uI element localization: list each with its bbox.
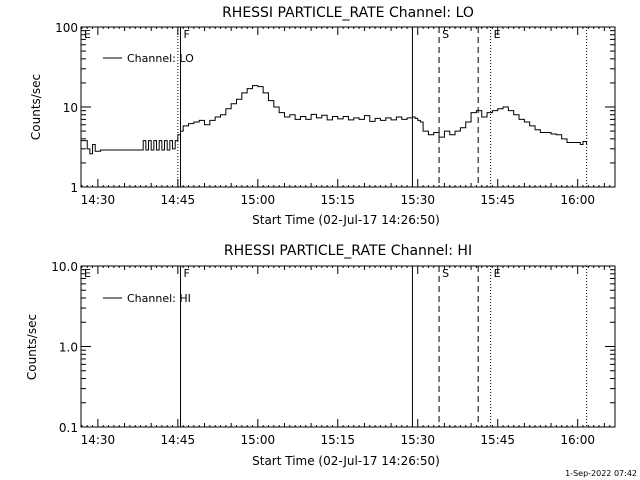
y-tick-label: 100	[55, 21, 78, 35]
series-layer	[81, 85, 588, 155]
x-axis-ticks: 14:30 14:45 15:00 15:15 15:30 15:45 16:00	[81, 266, 616, 447]
x-tick-label: 14:30	[81, 433, 116, 447]
x-axis-ticks: 14:30 14:45 15:00 15:15 15:30 15:45 16:00	[81, 27, 616, 207]
y-tick-label: 10.0	[51, 260, 78, 274]
y-axis-label: Counts/sec	[29, 74, 43, 140]
x-tick-label: 16:00	[560, 193, 595, 207]
x-axis-label: Start Time (02-Jul-17 14:26:50)	[252, 213, 440, 227]
series-line	[81, 85, 588, 155]
plot-frame	[80, 265, 616, 428]
x-tick-label: 14:45	[161, 193, 196, 207]
event-marker-label: S	[442, 267, 449, 280]
y-tick-label: 0.1	[59, 421, 78, 435]
y-axis-label: Counts/sec	[25, 314, 39, 380]
y-tick-label: 1.0	[59, 341, 78, 355]
legend-entry: Channel: HI	[127, 292, 191, 305]
event-marker-label: S	[442, 28, 449, 41]
x-tick-label: 14:45	[161, 433, 196, 447]
plot-frame	[80, 26, 616, 188]
chart-title: RHESSI PARTICLE_RATE Channel: HI	[224, 243, 472, 259]
x-tick-label: 15:00	[241, 433, 276, 447]
legend-entry: Channel: LO	[127, 52, 194, 65]
x-tick-label: 15:30	[400, 433, 435, 447]
generation-timestamp: 1-Sep-2022 07:42	[565, 469, 637, 478]
event-marker-label: F	[184, 267, 190, 280]
event-marker-label: E	[84, 28, 91, 41]
x-tick-label: 16:00	[560, 433, 595, 447]
y-tick-label: 10	[63, 101, 78, 115]
hi-channel-panel: RHESSI PARTICLE_RATE Channel: HI E F S E 0.…	[25, 243, 616, 468]
event-marker-label: E	[494, 28, 501, 41]
x-tick-label: 15:30	[400, 193, 435, 207]
x-tick-label: 15:45	[480, 433, 515, 447]
x-tick-label: 15:15	[320, 433, 355, 447]
x-tick-label: 15:00	[241, 193, 276, 207]
event-marker-label: F	[184, 28, 190, 41]
y-axis-ticks: 0.1 1.0 10.0	[51, 260, 615, 435]
x-tick-label: 15:45	[480, 193, 515, 207]
x-axis-label: Start Time (02-Jul-17 14:26:50)	[252, 454, 440, 468]
chart-title: RHESSI PARTICLE_RATE Channel: LO	[222, 5, 474, 21]
y-axis-ticks: 1 10 100	[55, 21, 615, 195]
x-tick-label: 15:15	[320, 193, 355, 207]
event-marker-label: E	[84, 267, 91, 280]
x-tick-label: 14:30	[81, 193, 116, 207]
y-tick-label: 1	[70, 181, 78, 195]
event-marker-label: E	[494, 267, 501, 280]
